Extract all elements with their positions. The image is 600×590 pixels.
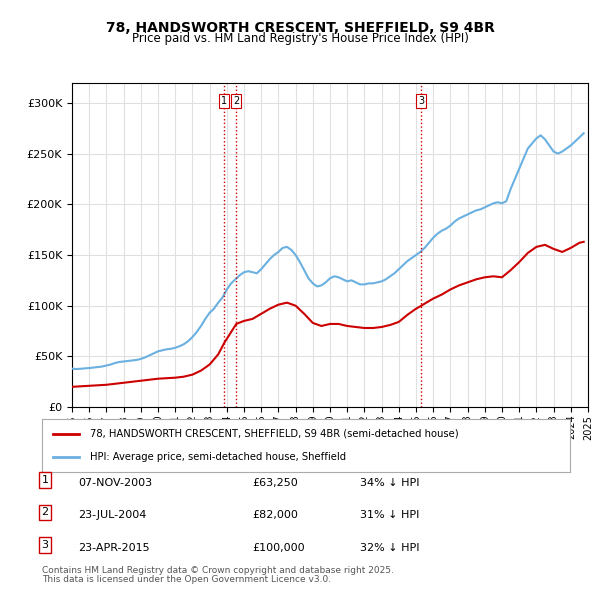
Text: 1: 1 [221,96,227,106]
Text: £82,000: £82,000 [252,510,298,520]
Text: 2: 2 [233,96,239,106]
Text: 78, HANDSWORTH CRESCENT, SHEFFIELD, S9 4BR (semi-detached house): 78, HANDSWORTH CRESCENT, SHEFFIELD, S9 4… [89,429,458,439]
Text: 32% ↓ HPI: 32% ↓ HPI [360,543,419,553]
Text: 07-NOV-2003: 07-NOV-2003 [78,478,152,488]
Text: Contains HM Land Registry data © Crown copyright and database right 2025.: Contains HM Land Registry data © Crown c… [42,566,394,575]
Text: 34% ↓ HPI: 34% ↓ HPI [360,478,419,488]
Text: 3: 3 [418,96,424,106]
Text: 23-JUL-2004: 23-JUL-2004 [78,510,146,520]
Text: 1: 1 [41,475,49,485]
Text: 2: 2 [41,507,49,517]
Text: 78, HANDSWORTH CRESCENT, SHEFFIELD, S9 4BR: 78, HANDSWORTH CRESCENT, SHEFFIELD, S9 4… [106,21,494,35]
Text: £63,250: £63,250 [252,478,298,488]
Text: This data is licensed under the Open Government Licence v3.0.: This data is licensed under the Open Gov… [42,575,331,584]
Text: 31% ↓ HPI: 31% ↓ HPI [360,510,419,520]
Text: 23-APR-2015: 23-APR-2015 [78,543,149,553]
Text: HPI: Average price, semi-detached house, Sheffield: HPI: Average price, semi-detached house,… [89,452,346,462]
Text: Price paid vs. HM Land Registry's House Price Index (HPI): Price paid vs. HM Land Registry's House … [131,32,469,45]
Text: 3: 3 [41,540,49,550]
Text: £100,000: £100,000 [252,543,305,553]
